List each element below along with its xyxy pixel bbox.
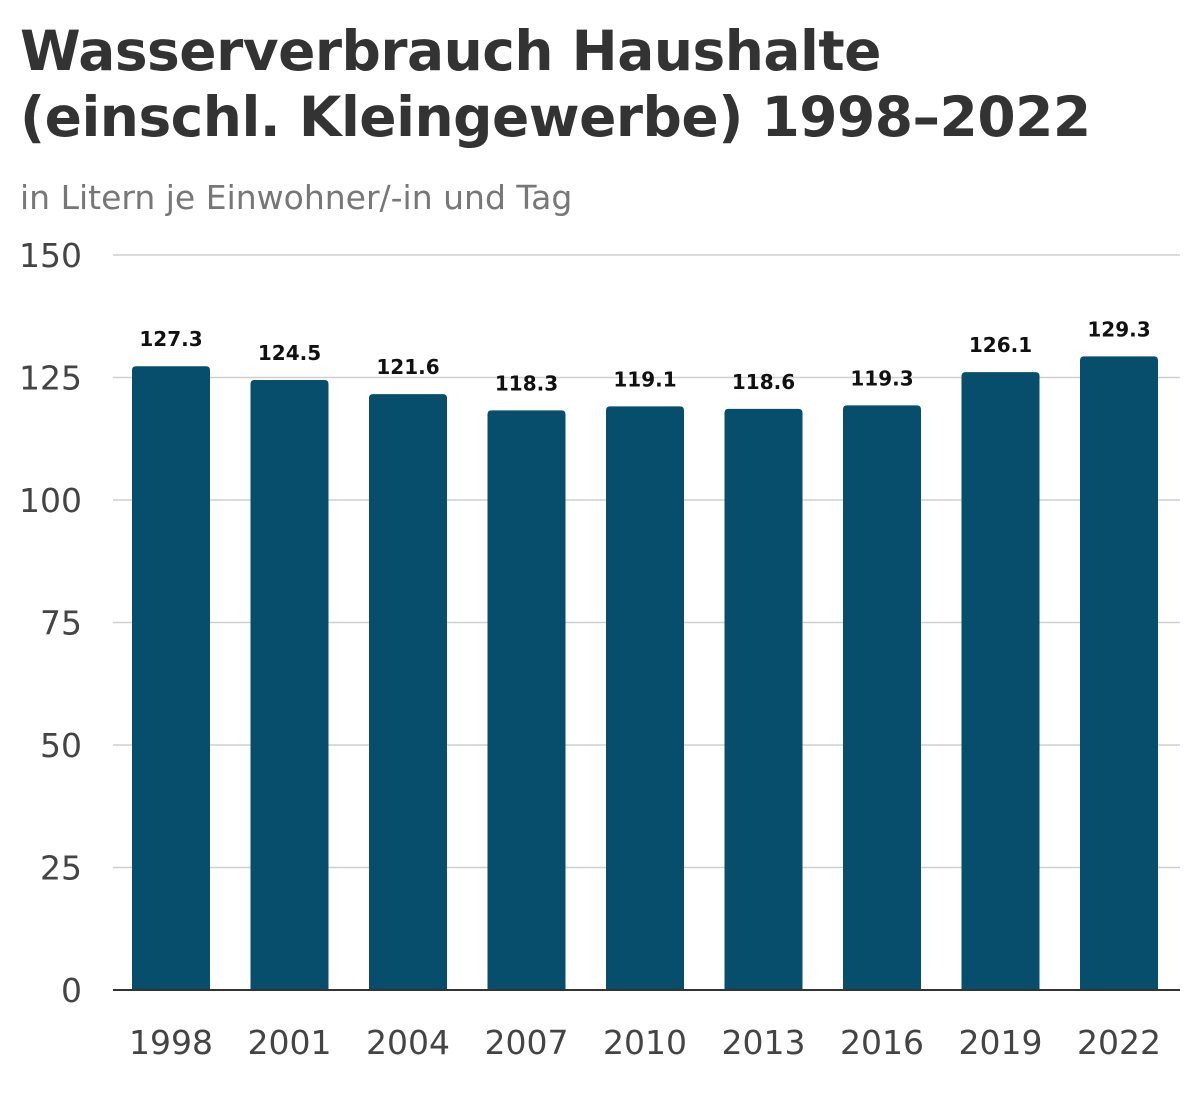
y-tick-label: 150 (19, 236, 82, 275)
x-tick-label: 2004 (366, 1023, 450, 1062)
bar (132, 366, 210, 991)
data-label: 119.1 (613, 367, 676, 391)
y-tick-label: 0 (61, 971, 82, 1010)
x-tick-label: 2001 (248, 1023, 332, 1062)
chart-title: Wasserverbrauch Haushalte (einschl. Klei… (20, 18, 1091, 150)
y-tick-label: 100 (19, 481, 82, 520)
bar (369, 394, 447, 990)
data-label: 127.3 (139, 327, 202, 351)
data-label: 126.1 (969, 333, 1032, 357)
y-tick-label: 75 (40, 604, 82, 643)
bar (724, 408, 803, 990)
y-tick-label: 25 (40, 849, 82, 888)
bar (1080, 356, 1158, 990)
x-tick-label: 2016 (840, 1023, 924, 1062)
bar (843, 405, 921, 990)
title-line-2: (einschl. Kleingewerbe) 1998–2022 (20, 85, 1091, 149)
x-tick-label: 2013 (722, 1023, 806, 1062)
y-tick-label: 125 (19, 359, 82, 398)
x-tick-label: 2022 (1077, 1023, 1161, 1062)
y-tick-label: 50 (40, 726, 82, 765)
x-tick-label: 2010 (603, 1023, 687, 1062)
title-line-1: Wasserverbrauch Haushalte (20, 19, 881, 83)
bar (961, 372, 1040, 990)
x-tick-label: 2007 (485, 1023, 569, 1062)
bar (250, 379, 329, 990)
data-label: 118.6 (732, 370, 795, 394)
data-label: 121.6 (376, 355, 439, 379)
x-tick-label: 1998 (129, 1023, 213, 1062)
bar (487, 410, 566, 991)
data-label: 118.3 (495, 371, 558, 395)
data-label: 119.3 (850, 366, 913, 390)
chart-subtitle: in Litern je Einwohner/-in und Tag (20, 178, 573, 217)
x-tick-label: 2019 (959, 1023, 1043, 1062)
data-label: 124.5 (258, 341, 321, 365)
data-label: 129.3 (1087, 317, 1150, 341)
bar (606, 406, 684, 990)
